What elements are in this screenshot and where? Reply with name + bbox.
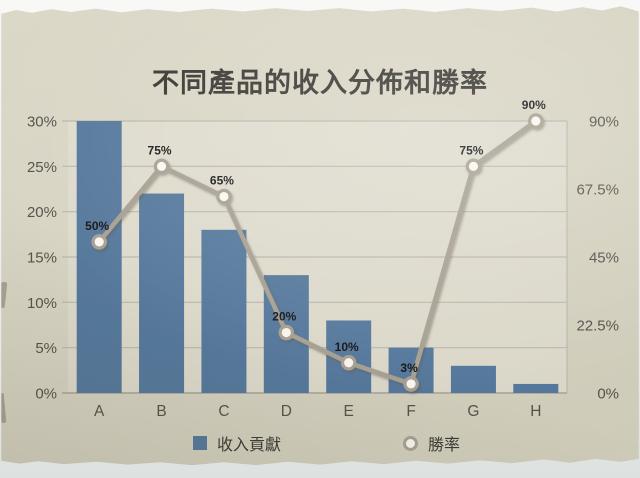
category-label-B: B — [156, 403, 166, 420]
left-axis-tick-label: 5% — [35, 340, 57, 357]
left-axis-tick-label: 15% — [27, 250, 57, 267]
right-axis-tick-label: 0% — [597, 386, 619, 403]
bar-A — [76, 121, 122, 393]
point-label-E: 10% — [335, 340, 359, 354]
marker-B — [153, 158, 170, 175]
marker-E — [340, 354, 357, 371]
right-axis-tick-label: 22.5% — [576, 318, 619, 335]
line-marker-swatch-icon — [403, 435, 418, 451]
legend-label-revenue: 收入貢獻 — [217, 437, 282, 454]
left-axis-tick-label: 20% — [27, 204, 57, 221]
point-label-B: 75% — [148, 143, 172, 157]
point-label-F: 3% — [400, 361, 418, 375]
category-label-E: E — [344, 403, 354, 420]
bar-G — [450, 365, 496, 393]
marker-F — [403, 376, 419, 392]
point-label-H: 90% — [522, 98, 546, 112]
gridlines: 0% 5% 10% 15% 20% 25% 30% — [27, 114, 567, 403]
left-axis-tick-label: 25% — [27, 159, 57, 176]
winrate-line — [96, 118, 539, 387]
marker-D — [278, 324, 295, 341]
right-axis-tick-label: 67.5% — [576, 182, 619, 199]
point-label-C: 65% — [210, 174, 234, 188]
marker-C — [216, 188, 232, 205]
bar-C — [201, 229, 247, 393]
left-axis-tick-label: 30% — [27, 114, 57, 131]
category-label-C: C — [218, 403, 229, 420]
chart-title: 不同產品的收入分佈和勝率 — [152, 68, 488, 98]
marker-G — [465, 158, 482, 175]
bar-H — [513, 383, 559, 393]
marker-A — [91, 234, 107, 250]
legend-item-winrate: 勝率 — [403, 431, 460, 455]
bar-series-swatch-icon — [193, 436, 207, 450]
point-label-G: 75% — [459, 143, 483, 157]
point-label-A: 50% — [85, 219, 109, 233]
category-label-A: A — [94, 403, 105, 420]
right-axis-tick-label: 45% — [589, 250, 619, 267]
category-label-G: G — [467, 403, 479, 420]
legend-label-winrate: 勝率 — [428, 437, 461, 454]
category-label-F: F — [406, 403, 415, 420]
line-series — [91, 113, 544, 392]
bar-B — [139, 193, 185, 393]
point-label-D: 20% — [272, 310, 296, 324]
category-label-H: H — [530, 403, 541, 420]
marker-H — [528, 113, 544, 129]
legend-item-revenue: 收入貢獻 — [193, 431, 281, 455]
bar-series — [76, 121, 559, 393]
left-axis-tick-label: 10% — [27, 295, 57, 312]
category-label-D: D — [281, 403, 292, 420]
right-axis-tick-label: 90% — [589, 114, 619, 131]
left-axis-tick-label: 0% — [35, 386, 57, 403]
